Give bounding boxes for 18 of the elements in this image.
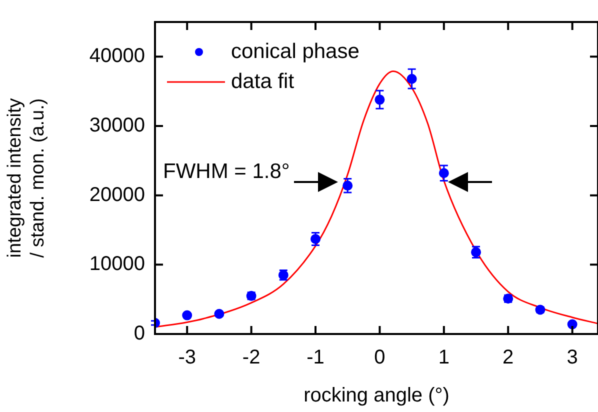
annotation: FWHM = 1.8° (163, 160, 290, 183)
x-tick-label: 3 (566, 346, 578, 369)
y-axis-title: integrated intensity / stand. mon. (a.u.) (4, 98, 48, 258)
y-tick-label: 40000 (89, 45, 145, 68)
y-tick-label: 0 (134, 322, 145, 345)
x-tick-label: 0 (374, 346, 386, 369)
line-series (155, 70, 598, 328)
legend-label: data fit (231, 70, 294, 93)
y-tick-label: 10000 (89, 253, 145, 276)
x-axis-title: rocking angle (°) (304, 384, 450, 407)
x-tick-label: -3 (178, 346, 196, 369)
legend-label: conical phase (231, 40, 360, 63)
y-tick-label: 20000 (89, 184, 145, 206)
x-tick-label: 1 (438, 346, 450, 369)
x-tick-label: -2 (242, 346, 260, 369)
x-tick-label: 2 (502, 346, 514, 369)
y-tick-label: 30000 (89, 114, 145, 137)
x-tick-label: -1 (306, 346, 324, 369)
